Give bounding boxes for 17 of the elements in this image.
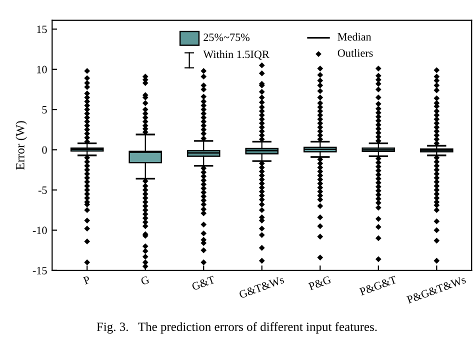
- annotation: Outliers: [338, 49, 373, 57]
- y-tick-label: 10: [37, 66, 47, 74]
- y-tick-label: 0: [42, 146, 47, 154]
- y-tick-label: 5: [42, 106, 47, 114]
- y-axis-title: Error (W): [16, 121, 27, 170]
- x-tick-label: G&T: [191, 276, 216, 290]
- annotation: 25%~75%: [204, 34, 250, 42]
- y-tick-label: 15: [37, 26, 47, 34]
- y-tick-label: -15: [32, 266, 47, 274]
- y-tick-label: -5: [38, 186, 47, 194]
- x-tick-label: G: [140, 276, 150, 286]
- annotation: Within 1.5IQR: [203, 50, 270, 60]
- caption: Fig. 3. The prediction errors of different input features.: [96, 322, 377, 334]
- y-tick-label: -10: [32, 226, 47, 234]
- x-tick-label: P&G: [308, 276, 332, 290]
- annotation: Median: [338, 32, 372, 41]
- x-tick-label: P: [82, 276, 90, 285]
